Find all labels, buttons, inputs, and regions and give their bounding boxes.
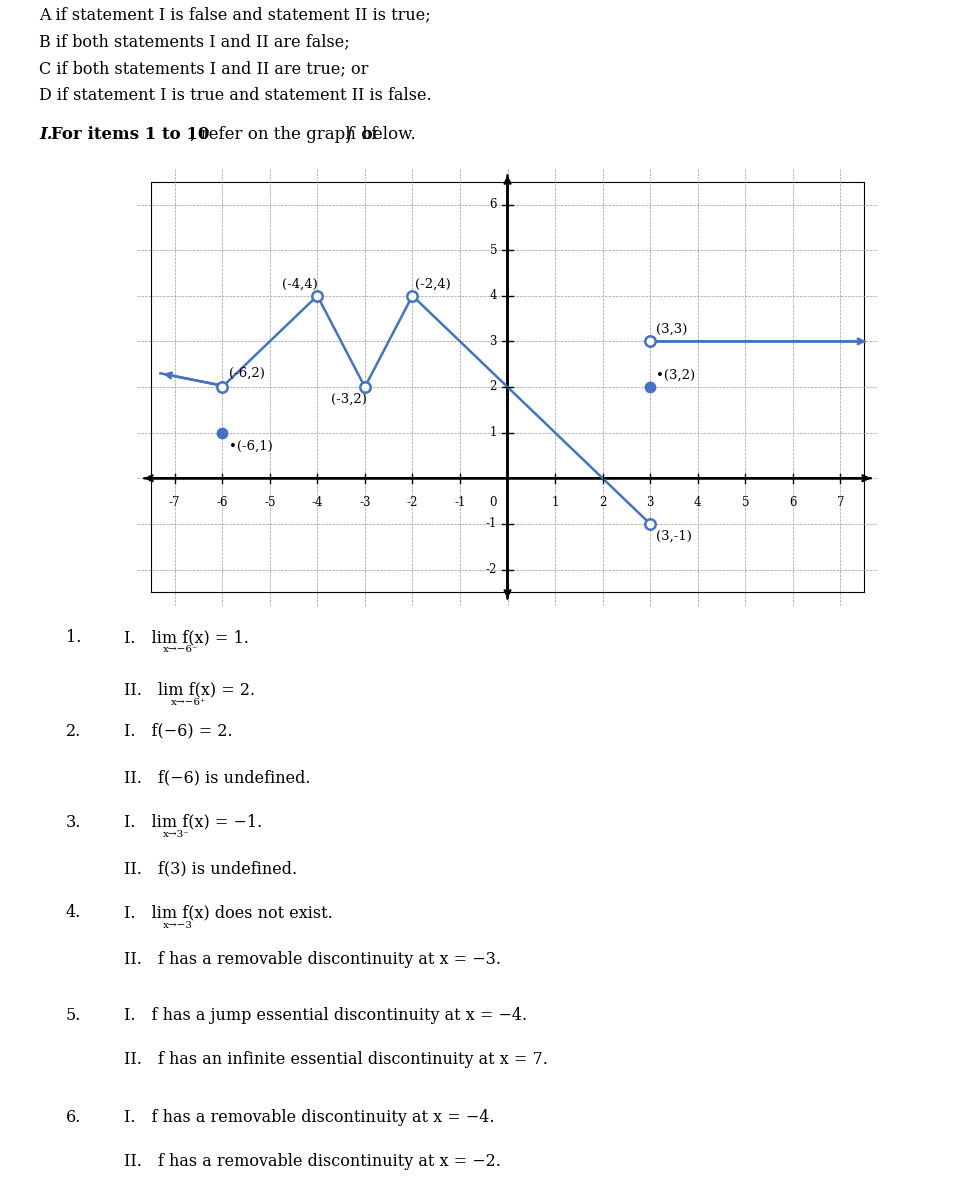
- Text: below.: below.: [357, 126, 416, 143]
- Text: 2: 2: [599, 496, 606, 509]
- Text: 3: 3: [646, 496, 654, 509]
- Text: 2: 2: [490, 380, 497, 394]
- Text: 6: 6: [789, 496, 796, 509]
- Text: •(-6,1): •(-6,1): [229, 439, 273, 452]
- Text: (-2,4): (-2,4): [415, 277, 451, 290]
- Text: A if statement I is false and statement II is true;: A if statement I is false and statement …: [39, 6, 430, 23]
- Text: II. f has a removable discontinuity at x = −2.: II. f has a removable discontinuity at x…: [124, 1153, 502, 1170]
- Text: I. f has a jump essential discontinuity at x = −4.: I. f has a jump essential discontinuity …: [124, 1007, 527, 1024]
- Text: 4.: 4.: [66, 905, 81, 922]
- Text: I. lim f(x) = 1.: I. lim f(x) = 1.: [124, 629, 249, 646]
- Text: II. f has a removable discontinuity at x = −3.: II. f has a removable discontinuity at x…: [124, 952, 502, 968]
- Text: I. f has a removable discontinuity at x = −4.: I. f has a removable discontinuity at x …: [124, 1109, 495, 1127]
- Text: , refer on the graph of: , refer on the graph of: [190, 126, 383, 143]
- Text: 1: 1: [490, 426, 497, 439]
- Text: -7: -7: [169, 496, 181, 509]
- Text: (-3,2): (-3,2): [332, 392, 367, 406]
- Text: B if both statements I and II are false;: B if both statements I and II are false;: [39, 32, 349, 50]
- Text: 5.: 5.: [66, 1007, 81, 1024]
- Text: II. lim f(x) = 2.: II. lim f(x) = 2.: [124, 682, 256, 698]
- Text: I.: I.: [39, 126, 59, 143]
- Text: 1: 1: [551, 496, 558, 509]
- Text: (-6,2): (-6,2): [229, 367, 265, 380]
- Text: II. f has an infinite essential discontinuity at x = 7.: II. f has an infinite essential disconti…: [124, 1051, 549, 1068]
- Text: II. f(3) is undefined.: II. f(3) is undefined.: [124, 860, 298, 877]
- Text: I. lim f(x) = −1.: I. lim f(x) = −1.: [124, 814, 263, 830]
- Text: f: f: [346, 126, 352, 143]
- Text: 6: 6: [490, 198, 497, 211]
- Text: II. f(−6) is undefined.: II. f(−6) is undefined.: [124, 769, 310, 786]
- Text: C if both statements I and II are true; or: C if both statements I and II are true; …: [39, 60, 368, 77]
- Text: x→−6⁺: x→−6⁺: [171, 698, 207, 707]
- Text: 5: 5: [742, 496, 749, 509]
- Text: -2: -2: [486, 563, 497, 576]
- Text: 0: 0: [490, 496, 497, 509]
- Text: -6: -6: [217, 496, 228, 509]
- Text: 2.: 2.: [66, 722, 81, 739]
- Text: (-4,4): (-4,4): [281, 277, 317, 290]
- Text: •(3,2): •(3,2): [656, 368, 695, 382]
- Text: I. f(−6) = 2.: I. f(−6) = 2.: [124, 722, 233, 739]
- Text: For items 1 to 10: For items 1 to 10: [51, 126, 209, 143]
- Text: 4: 4: [490, 289, 497, 302]
- Text: 3: 3: [490, 335, 497, 348]
- Text: 7: 7: [836, 496, 844, 509]
- Text: -5: -5: [264, 496, 275, 509]
- Text: x→−3: x→−3: [163, 920, 193, 930]
- Text: -3: -3: [359, 496, 371, 509]
- Text: -4: -4: [311, 496, 323, 509]
- Text: D if statement I is true and statement II is false.: D if statement I is true and statement I…: [39, 86, 431, 104]
- Text: -1: -1: [486, 517, 497, 530]
- Text: (3,-1): (3,-1): [656, 529, 692, 542]
- Text: x→−6⁻: x→−6⁻: [163, 646, 198, 654]
- Text: 5: 5: [490, 244, 497, 257]
- Text: 3.: 3.: [66, 814, 81, 830]
- Text: I. lim f(x) does not exist.: I. lim f(x) does not exist.: [124, 905, 333, 922]
- Text: -1: -1: [454, 496, 466, 509]
- Text: 6.: 6.: [66, 1109, 81, 1127]
- Text: 1.: 1.: [66, 629, 81, 646]
- Text: -2: -2: [407, 496, 418, 509]
- Text: (3,3): (3,3): [656, 323, 687, 336]
- Text: x→3⁻: x→3⁻: [163, 830, 189, 839]
- Text: 4: 4: [694, 496, 702, 509]
